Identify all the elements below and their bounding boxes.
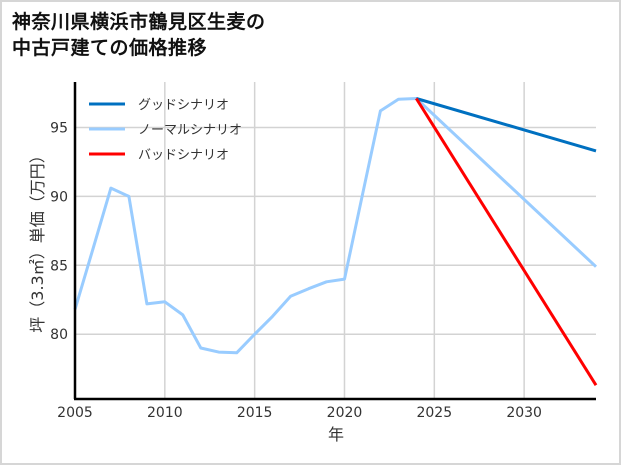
chart-title-line1: 神奈川県横浜市鶴見区生麦の xyxy=(12,11,266,33)
x-tick-label: 2015 xyxy=(237,405,273,421)
x-tick-label: 2005 xyxy=(57,405,93,421)
legend-label: ノーマルシナリオ xyxy=(138,123,242,138)
legend-label: グッドシナリオ xyxy=(138,98,229,113)
y-tick-labels: 80 85 90 95 xyxy=(50,120,68,343)
x-axis-label: 年 xyxy=(328,425,344,444)
x-tick-labels: 2005 2010 2015 2020 2025 2030 xyxy=(57,405,542,421)
y-tick-label: 90 xyxy=(50,189,68,205)
x-tick-label: 2020 xyxy=(327,405,363,421)
x-tick-label: 2030 xyxy=(506,405,542,421)
legend-label: バッドシナリオ xyxy=(138,148,229,163)
y-tick-label: 95 xyxy=(50,120,68,136)
y-tick-label: 80 xyxy=(50,327,68,343)
y-tick-label: 85 xyxy=(50,258,68,274)
series-line-0 xyxy=(415,97,597,153)
x-tick-label: 2025 xyxy=(416,405,452,421)
x-tick-label: 2010 xyxy=(147,405,183,421)
series-line-2 xyxy=(415,97,598,386)
grid-lines xyxy=(74,82,596,399)
series-lines xyxy=(73,97,598,386)
chart-title-line2: 中古戸建ての価格推移 xyxy=(12,37,208,59)
axes xyxy=(73,82,596,401)
series-line-1 xyxy=(73,97,598,355)
chart-title: 神奈川県横浜市鶴見区生麦の 中古戸建ての価格推移 xyxy=(12,9,266,61)
y-axis-label: 坪（3.3㎡）単価（万円） xyxy=(28,147,47,332)
